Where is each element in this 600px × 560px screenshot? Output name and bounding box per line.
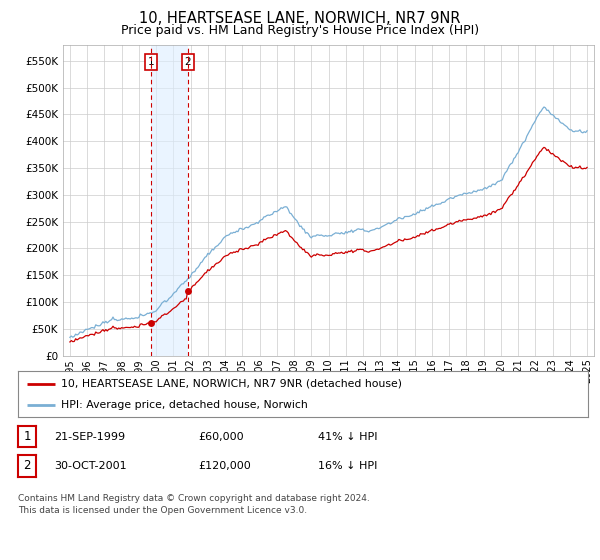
Text: 1: 1 (23, 430, 31, 444)
Text: 2: 2 (184, 57, 191, 67)
Text: £60,000: £60,000 (198, 432, 244, 442)
Text: £120,000: £120,000 (198, 461, 251, 471)
Text: Contains HM Land Registry data © Crown copyright and database right 2024.
This d: Contains HM Land Registry data © Crown c… (18, 494, 370, 515)
Text: 16% ↓ HPI: 16% ↓ HPI (318, 461, 377, 471)
Text: 2: 2 (23, 459, 31, 473)
Text: 30-OCT-2001: 30-OCT-2001 (54, 461, 127, 471)
Text: 21-SEP-1999: 21-SEP-1999 (54, 432, 125, 442)
Bar (151, 45, 188, 356)
Text: 1: 1 (148, 57, 155, 67)
Text: HPI: Average price, detached house, Norwich: HPI: Average price, detached house, Norw… (61, 400, 308, 410)
Text: 41% ↓ HPI: 41% ↓ HPI (318, 432, 377, 442)
Text: 10, HEARTSEASE LANE, NORWICH, NR7 9NR (detached house): 10, HEARTSEASE LANE, NORWICH, NR7 9NR (d… (61, 379, 402, 389)
Text: Price paid vs. HM Land Registry's House Price Index (HPI): Price paid vs. HM Land Registry's House … (121, 24, 479, 36)
Text: 10, HEARTSEASE LANE, NORWICH, NR7 9NR: 10, HEARTSEASE LANE, NORWICH, NR7 9NR (139, 11, 461, 26)
